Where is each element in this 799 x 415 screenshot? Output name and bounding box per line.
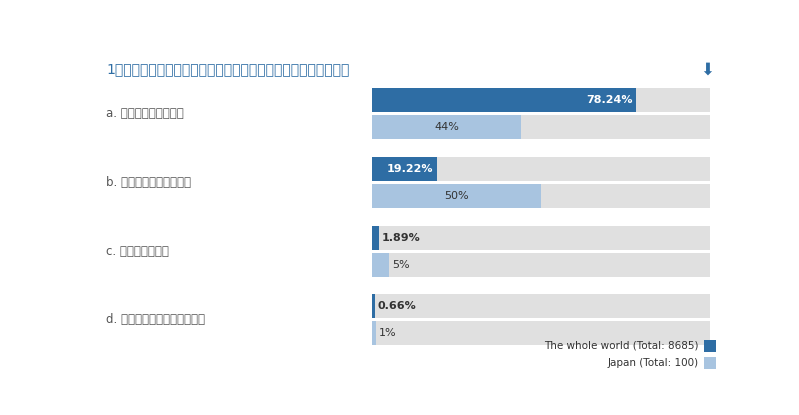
Bar [372, 88, 710, 112]
Text: 0.66%: 0.66% [378, 301, 416, 311]
Text: 78.24%: 78.24% [586, 95, 633, 105]
Bar [372, 184, 541, 208]
Text: 1.89%: 1.89% [382, 232, 420, 242]
Bar [372, 225, 379, 249]
Text: ⬇: ⬇ [700, 61, 714, 79]
Bar [372, 294, 375, 318]
Bar [372, 225, 710, 249]
Text: d. わからない／答えたくない: d. わからない／答えたくない [106, 313, 205, 326]
Bar [372, 321, 376, 345]
Bar [372, 184, 710, 208]
Text: 50%: 50% [444, 191, 469, 201]
Text: Japan (Total: 100): Japan (Total: 100) [607, 358, 698, 368]
Text: 5%: 5% [392, 260, 410, 270]
Bar [704, 356, 716, 369]
Bar [372, 253, 389, 277]
Bar [372, 253, 710, 277]
Bar [372, 157, 710, 181]
Text: 1%: 1% [379, 328, 396, 338]
Text: 1．あなたは、気候変動の影響をどれくらい心配していますか？: 1．あなたは、気候変動の影響をどれくらい心配していますか？ [106, 63, 349, 77]
Text: b. ある程度心配している: b. ある程度心配している [106, 176, 191, 189]
Bar [372, 115, 710, 139]
Bar [372, 88, 636, 112]
Bar [704, 339, 716, 352]
Bar [372, 115, 521, 139]
Bar [372, 321, 710, 345]
Text: 19.22%: 19.22% [387, 164, 434, 174]
Bar [372, 294, 710, 318]
Text: c. 心配していない: c. 心配していない [106, 244, 169, 258]
Bar [372, 157, 437, 181]
Text: a. とても心配している: a. とても心配している [106, 107, 184, 120]
Text: 44%: 44% [434, 122, 459, 132]
Text: The whole world (Total: 8685): The whole world (Total: 8685) [544, 341, 698, 351]
